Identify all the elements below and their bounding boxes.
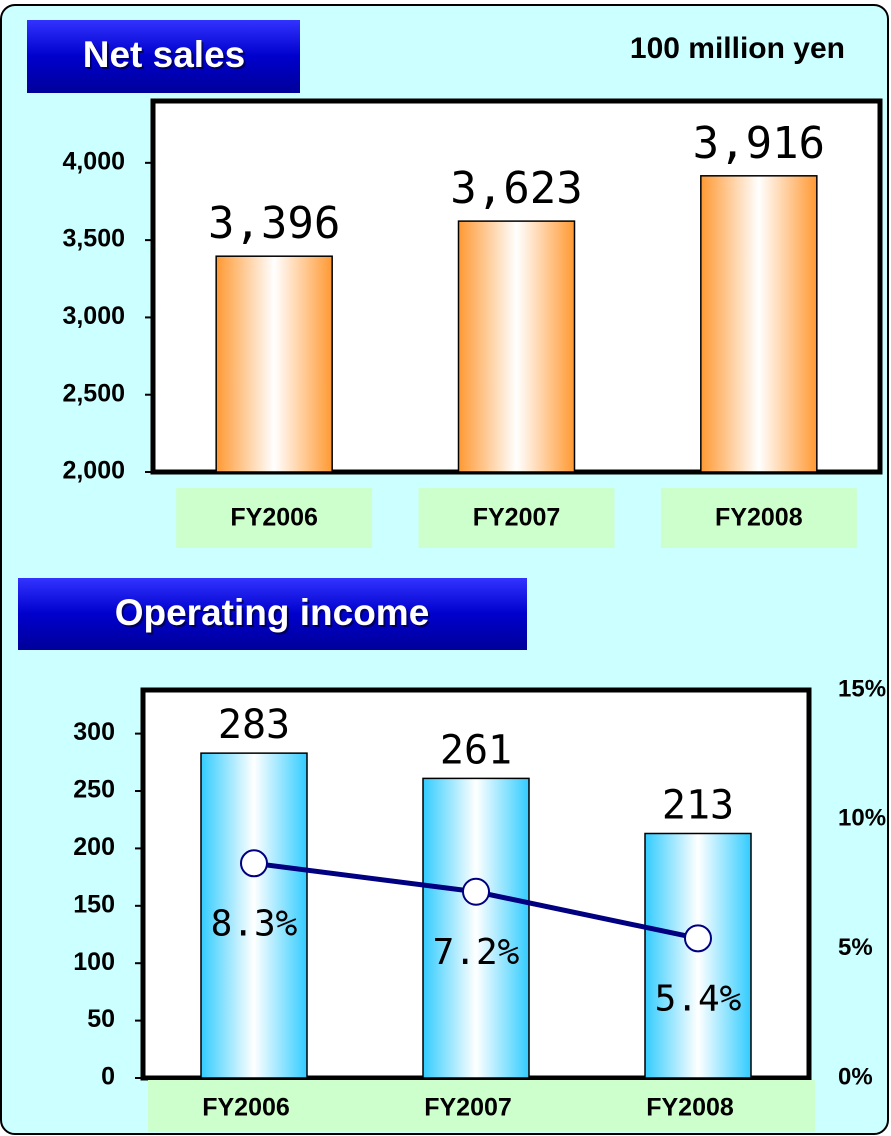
y2-tick-label: 5% [838,934,873,961]
y-tick-label: 2,500 [62,379,125,407]
chart-title: Net sales [83,34,246,75]
x-tick-label: FY2007 [473,504,561,532]
header-box [27,20,300,93]
category-box [660,488,857,548]
y-tick-label: 200 [73,833,115,861]
x-tick-label: FY2006 [230,504,318,532]
x-tick-label: FY2008 [646,1094,734,1122]
value-label: 283 [218,702,290,748]
value-label: 7.2% [433,932,520,973]
x-tick-label: FY2008 [715,504,803,532]
line-marker [240,849,268,878]
bar [215,255,333,473]
bar [457,220,576,473]
bar [644,832,752,1079]
y-tick-label: 2,000 [62,457,125,485]
y-tick-label: 3,500 [62,225,125,253]
category-box [176,488,373,548]
y-tick-label: 150 [73,890,115,918]
value-label: 8.3% [211,903,298,944]
category-box [418,488,615,548]
bar [700,175,818,473]
y-tick-label: 300 [73,718,115,746]
title-shadow: Net sales [85,36,248,77]
value-label: 3,916 [693,118,825,169]
bar [200,752,308,1079]
line-marker [684,924,712,953]
y2-tick-label: 15% [838,675,886,702]
bar [422,777,530,1079]
value-label: 3,623 [450,163,582,214]
value-label: 213 [662,782,734,828]
value-label: 3,396 [208,198,340,249]
title-shadow: Operating income [117,594,432,635]
chart-title: Operating income [115,592,430,633]
x-tick-label: FY2006 [202,1094,290,1122]
header-box [18,578,527,650]
value-label: 261 [440,727,512,773]
line-marker [462,877,490,906]
y2-tick-label: 0% [838,1063,873,1090]
y-tick-label: 100 [73,948,115,976]
value-label: 5.4% [655,978,742,1019]
y-tick-label: 4,000 [62,147,125,175]
y-tick-label: 3,000 [62,302,125,330]
y-tick-label: 50 [87,1005,115,1033]
unit-label: 100 million yen [630,32,845,65]
y-tick-label: 0 [101,1063,115,1091]
y-tick-label: 250 [73,776,115,804]
x-tick-label: FY2007 [424,1094,512,1122]
y2-tick-label: 10% [838,805,886,832]
category-band [148,1080,815,1132]
